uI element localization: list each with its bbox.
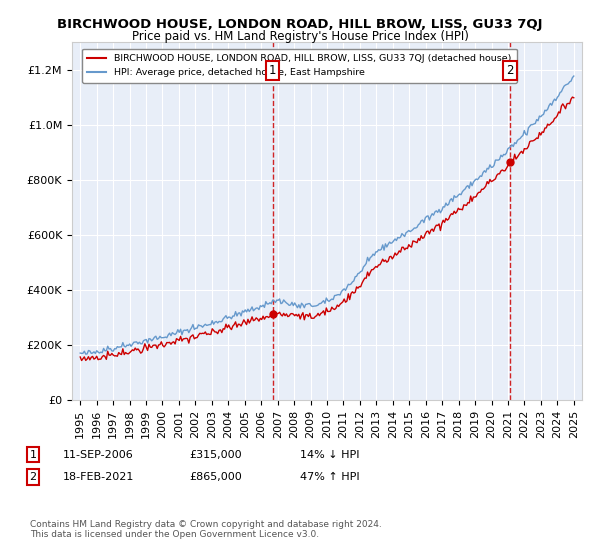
Legend: BIRCHWOOD HOUSE, LONDON ROAD, HILL BROW, LISS, GU33 7QJ (detached house), HPI: A: BIRCHWOOD HOUSE, LONDON ROAD, HILL BROW,… — [82, 49, 517, 82]
Text: 11-SEP-2006: 11-SEP-2006 — [63, 450, 134, 460]
Text: £865,000: £865,000 — [189, 472, 242, 482]
Text: 18-FEB-2021: 18-FEB-2021 — [63, 472, 134, 482]
Text: 2: 2 — [506, 64, 514, 77]
Text: BIRCHWOOD HOUSE, LONDON ROAD, HILL BROW, LISS, GU33 7QJ: BIRCHWOOD HOUSE, LONDON ROAD, HILL BROW,… — [57, 18, 543, 31]
Text: 1: 1 — [29, 450, 37, 460]
Text: £315,000: £315,000 — [189, 450, 242, 460]
Text: Price paid vs. HM Land Registry's House Price Index (HPI): Price paid vs. HM Land Registry's House … — [131, 30, 469, 43]
Text: 47% ↑ HPI: 47% ↑ HPI — [300, 472, 359, 482]
Text: 2: 2 — [29, 472, 37, 482]
Text: 1: 1 — [269, 64, 277, 77]
Text: Contains HM Land Registry data © Crown copyright and database right 2024.
This d: Contains HM Land Registry data © Crown c… — [30, 520, 382, 539]
Text: 14% ↓ HPI: 14% ↓ HPI — [300, 450, 359, 460]
